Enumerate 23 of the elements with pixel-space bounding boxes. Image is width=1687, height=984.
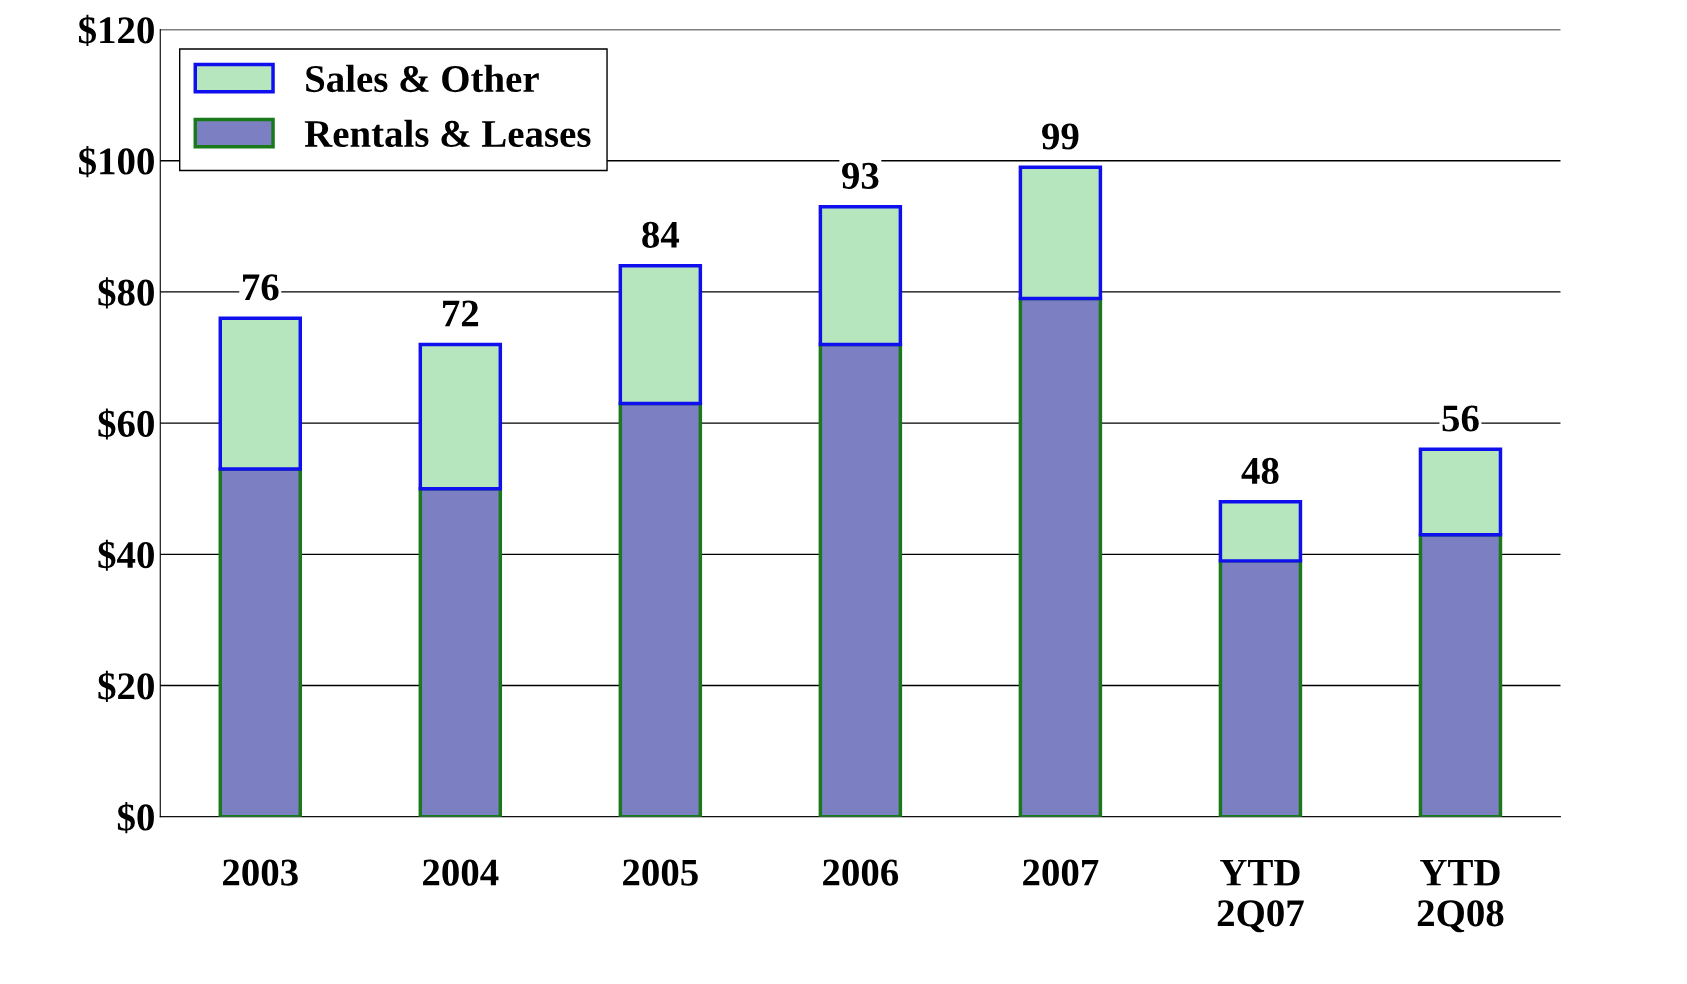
x-tick-label: 2004: [423, 859, 499, 886]
y-tick-label: $60: [98, 408, 154, 440]
x-tick-label: YTD 2Q07: [1217, 859, 1304, 933]
total-label: 99: [1042, 123, 1079, 150]
legend-label: Rentals & Leases: [304, 119, 591, 148]
legend-label: Sales & Other: [306, 64, 539, 93]
x-tick-label: 2006: [823, 859, 899, 886]
total-label: 72: [443, 300, 479, 327]
y-tick-label: $80: [98, 277, 154, 309]
y-tick-label: $40: [98, 539, 154, 571]
total-label: 93: [841, 162, 879, 189]
x-tick-label: 2003: [223, 859, 298, 886]
total-label: 56: [1442, 405, 1479, 432]
total-label: 76: [243, 274, 279, 301]
y-tick-label: $120: [79, 14, 154, 46]
y-tick-label: $0: [117, 802, 154, 834]
y-tick-label: $20: [98, 670, 154, 702]
x-tick-label: 2007: [1023, 859, 1099, 886]
y-tick-label: $100: [79, 146, 154, 178]
x-tick-label: 2005: [623, 859, 698, 886]
total-label: 84: [642, 221, 680, 248]
total-label: 48: [1241, 457, 1279, 485]
x-tick-label: YTD 2Q08: [1417, 859, 1504, 933]
